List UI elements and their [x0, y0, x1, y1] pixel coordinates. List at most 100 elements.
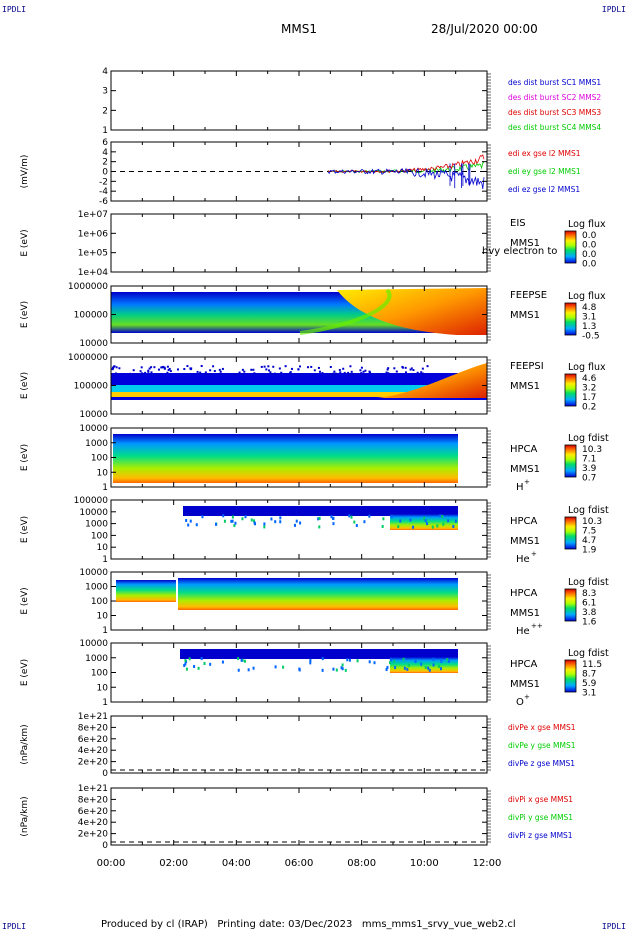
speckle — [137, 373, 140, 376]
speckle — [394, 666, 397, 670]
speckle — [141, 372, 144, 375]
speckle — [387, 367, 390, 370]
spectrogram-fill — [178, 578, 458, 610]
colorbar-tick-label: 1.3 — [582, 322, 596, 332]
spacecraft-label: MMS1 — [510, 310, 540, 321]
y-tick-label: 100000 — [74, 382, 109, 392]
speckle — [363, 374, 366, 377]
speckle — [447, 659, 450, 663]
speckle — [330, 374, 333, 377]
speckle — [436, 524, 439, 528]
speckle — [349, 365, 352, 368]
speckle — [334, 374, 337, 377]
speckle — [301, 373, 304, 376]
corner-label-bottom-right: IPDLI — [601, 922, 626, 931]
colorbar-tick-label: 8.7 — [582, 670, 596, 680]
speckle — [310, 365, 313, 368]
speckle — [359, 374, 362, 377]
speckle — [318, 370, 321, 373]
speckle — [407, 663, 410, 667]
panel-p6: 10000 1000 100 10 1 E (eV) HPCA MMS1 H + Log fdist… — [20, 424, 609, 493]
colorbar-tick-label: 10.3 — [582, 517, 602, 527]
plot-frame — [110, 715, 488, 774]
colorbar — [564, 444, 577, 478]
speckle — [185, 667, 188, 671]
x-tick-label: 08:00 — [347, 858, 376, 869]
y-tick-label: 100 — [91, 669, 108, 679]
x-tick-label: 06:00 — [285, 858, 314, 869]
y-axis-label: E (eV) — [20, 229, 30, 256]
y-tick-label: 1e+05 — [78, 249, 108, 259]
speckle — [204, 373, 207, 376]
speckle — [317, 366, 320, 369]
y-tick-label: -4 — [99, 187, 108, 197]
speckle — [318, 516, 321, 520]
y-tick-label: 1e+07 — [78, 210, 108, 220]
speckle — [423, 516, 426, 520]
y-tick-label: 6 — [102, 138, 108, 148]
colorbar-tick-label: 5.9 — [582, 679, 597, 689]
speckle — [279, 520, 282, 524]
x-tick-label: 10:00 — [410, 858, 439, 869]
colorbar-tick-label: 0.0 — [582, 231, 597, 241]
speckle — [163, 366, 166, 369]
corner-label-top-left: IPDLI — [2, 5, 27, 14]
speckle — [432, 657, 435, 661]
speckle — [132, 369, 135, 372]
speckle — [157, 374, 160, 377]
speckle — [416, 371, 419, 374]
speckle — [240, 658, 243, 662]
speckle — [289, 372, 292, 375]
y-tick-label: 4 — [102, 67, 108, 77]
speckle — [144, 371, 147, 374]
speckle — [368, 370, 371, 373]
speckle — [210, 373, 213, 376]
spectrogram-fill — [183, 506, 458, 516]
speckle — [267, 365, 270, 368]
y-tick-label: 10000 — [79, 508, 108, 518]
colorbar-tick-label: 8.3 — [582, 589, 596, 599]
speckle — [344, 668, 347, 672]
series-trace-2 — [327, 167, 485, 189]
y-tick-label: 2e+20 — [78, 830, 109, 840]
species-label: O — [516, 697, 524, 708]
speckle — [201, 515, 204, 519]
speckle — [350, 370, 353, 373]
speckle — [278, 367, 281, 370]
colorbar-tick-label: 3.2 — [582, 384, 596, 394]
y-tick-label: 10000 — [79, 339, 108, 349]
y-tick-label: 2 — [102, 106, 108, 116]
speckle — [321, 372, 324, 375]
legend-entry: divPe z gse MMS1 — [508, 759, 575, 768]
speckle — [148, 367, 151, 370]
speckle — [183, 368, 186, 371]
speckle — [387, 372, 390, 375]
speckle — [273, 372, 276, 375]
speckle — [389, 658, 392, 662]
speckle — [268, 369, 271, 372]
instrument-label: FEEPSI — [510, 361, 544, 372]
speckle — [447, 519, 450, 523]
speckle — [203, 662, 206, 666]
spectrogram-hot-region — [337, 288, 487, 335]
speckle — [410, 367, 413, 370]
speckle — [412, 525, 415, 529]
speckle — [241, 373, 244, 376]
speckle — [137, 374, 140, 377]
speckle — [321, 657, 324, 661]
speckle — [427, 666, 430, 670]
colorbar-tick-label: 1.6 — [582, 618, 597, 628]
speckle — [254, 522, 257, 526]
speckle — [332, 522, 335, 526]
y-tick-label: 2e+20 — [78, 758, 109, 768]
speckle — [452, 524, 455, 528]
species-label: He — [516, 554, 530, 565]
speckle — [252, 519, 255, 523]
speckle — [238, 371, 241, 374]
speckle — [185, 519, 188, 523]
y-tick-label: 1 — [102, 483, 108, 493]
